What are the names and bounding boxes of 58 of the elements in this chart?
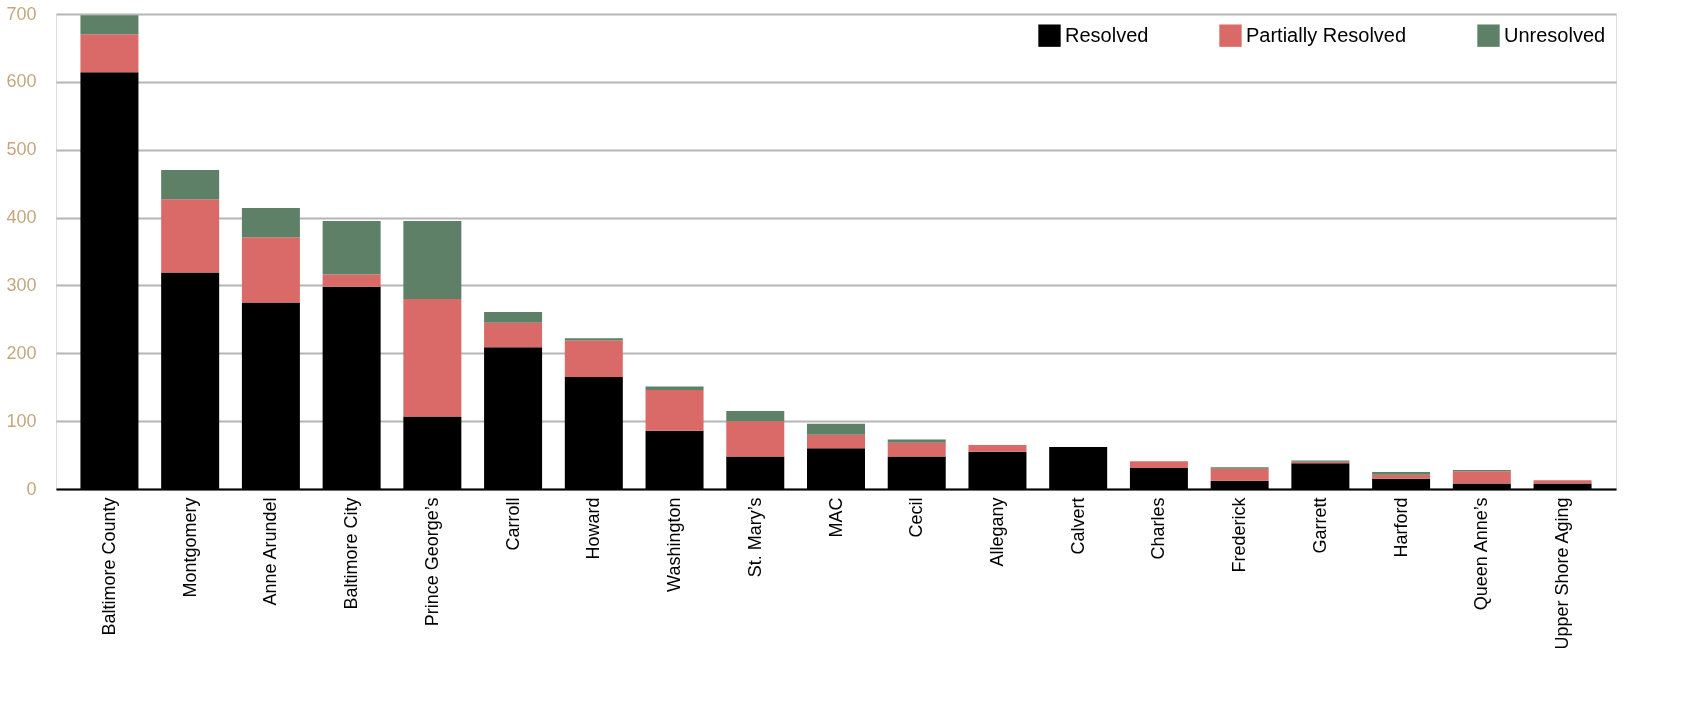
- x-tick-label: Harford: [1390, 497, 1411, 558]
- x-tick-label: Anne Arundel: [260, 497, 281, 606]
- legend-label: Partially Resolved: [1246, 23, 1407, 46]
- bar: [484, 322, 543, 348]
- y-tick-label: 500: [6, 139, 37, 160]
- bar: [403, 220, 462, 299]
- x-tick-label: Carroll: [502, 497, 523, 551]
- x-tick-label: MAC: [825, 497, 846, 538]
- x-tick-label: St. Mary’s: [744, 497, 765, 578]
- bar: [726, 421, 785, 457]
- bar: [564, 340, 623, 378]
- bar: [1210, 468, 1269, 481]
- x-tick-label: Prince George’s: [421, 497, 442, 627]
- x-tick-label: Queen Anne’s: [1471, 497, 1492, 611]
- y-tick-label: 100: [6, 410, 37, 431]
- x-tick-label: Cecil: [906, 497, 927, 538]
- bar: [322, 274, 381, 287]
- legend-label: Resolved: [1065, 23, 1149, 46]
- bar: [403, 299, 462, 417]
- y-tick-label: 600: [6, 71, 37, 92]
- bar: [161, 199, 220, 273]
- bar: [1533, 480, 1592, 484]
- y-tick-label: 0: [26, 478, 37, 499]
- bar: [807, 434, 865, 449]
- x-tick-label: Frederick: [1229, 496, 1250, 573]
- x-tick-label: Charles: [1148, 497, 1169, 560]
- bar: [807, 423, 865, 435]
- bar: [1372, 472, 1431, 475]
- bar: [241, 237, 300, 303]
- bar: [564, 338, 623, 341]
- bar: [161, 170, 220, 200]
- bar: [80, 34, 139, 73]
- bar: [887, 439, 946, 443]
- bar: [1452, 471, 1511, 484]
- bar: [80, 15, 139, 35]
- bar: [1129, 461, 1188, 468]
- x-tick-label: Howard: [583, 497, 604, 560]
- x-tick-label: Baltimore City: [341, 497, 362, 610]
- x-tick-label: Allegany: [986, 497, 1007, 567]
- legend-label: Unresolved: [1504, 23, 1606, 46]
- bar: [968, 444, 1027, 452]
- x-tick-label: Washington: [664, 497, 685, 592]
- y-tick-label: 200: [6, 342, 37, 363]
- y-tick-label: 700: [6, 3, 37, 24]
- y-tick-label: 300: [6, 274, 37, 295]
- y-tick-label: 400: [6, 207, 37, 228]
- bar: [484, 311, 543, 323]
- bar: [726, 410, 785, 422]
- x-tick-label: Upper Shore Aging: [1552, 497, 1573, 650]
- x-tick-label: Garrett: [1309, 497, 1330, 554]
- bar: [241, 208, 300, 238]
- x-tick-label: Montgomery: [179, 497, 200, 598]
- bar: [322, 220, 381, 275]
- bar: [887, 442, 946, 457]
- bar: [1372, 474, 1431, 479]
- x-tick-label: Baltimore County: [98, 497, 119, 636]
- x-tick-label: Calvert: [1067, 497, 1088, 555]
- bar: [645, 389, 704, 431]
